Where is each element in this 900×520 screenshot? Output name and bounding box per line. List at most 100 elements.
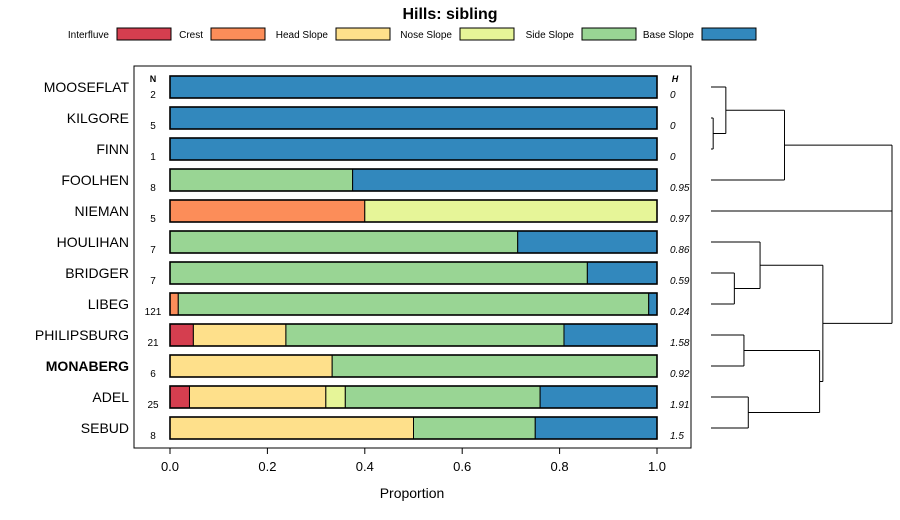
row-nieman: NIEMAN 5 0.97	[75, 199, 690, 225]
bar-segment-base-slope	[539, 385, 658, 409]
n-value: 21	[147, 338, 159, 349]
row-label: ADEL	[92, 389, 129, 405]
bar-segment-head-slope	[169, 354, 333, 378]
x-tick-label: 0.4	[356, 459, 374, 474]
row-label: NIEMAN	[75, 203, 129, 219]
legend-swatch-base-slope	[701, 27, 757, 41]
bar-segment-base-slope	[563, 323, 658, 347]
bar-segment-base-slope	[169, 106, 658, 130]
h-value: 0.95	[670, 183, 690, 194]
n-value: 5	[150, 214, 156, 225]
row-label: MONABERG	[46, 358, 129, 374]
bar-segment-base-slope	[586, 261, 658, 285]
bar-segment-base-slope	[648, 292, 658, 316]
h-column-header: H	[672, 74, 679, 84]
h-value: 0.24	[670, 307, 690, 318]
bar-outline	[169, 106, 658, 130]
legend-swatch-crest	[210, 27, 266, 41]
bar-segment-nose-slope	[325, 385, 346, 409]
bar-segment-head-slope	[169, 416, 414, 440]
bar-outline	[169, 168, 658, 192]
n-value: 121	[145, 307, 162, 318]
h-value: 1.91	[670, 400, 689, 411]
h-value: 0	[670, 152, 676, 163]
bar-segment-crest	[169, 292, 179, 316]
bar-segment-nose-slope	[364, 199, 658, 223]
bar-segment-side-slope	[177, 292, 650, 316]
legend-swatch-side-slope	[581, 27, 637, 41]
h-value: 0.92	[670, 369, 690, 380]
h-value: 0	[670, 121, 676, 132]
legend-label-crest: Crest	[179, 30, 203, 41]
row-adel: ADEL 25 1.91	[92, 385, 689, 411]
x-tick-label: 0.6	[453, 459, 471, 474]
h-value: 0.59	[670, 276, 690, 287]
row-houlihan: HOULIHAN 7 0.86	[57, 230, 690, 256]
h-value: 1.58	[670, 338, 690, 349]
dendrogram	[711, 86, 893, 429]
bar-outline	[169, 385, 658, 409]
bar-segment-base-slope	[352, 168, 658, 192]
legend: Interfluve Crest Head Slope Nose Slope Side …	[68, 27, 757, 41]
bar-segment-side-slope	[285, 323, 565, 347]
legend-swatch-head-slope	[335, 27, 391, 41]
legend-label-interfluve: Interfluve	[68, 30, 110, 41]
h-value: 0	[670, 90, 676, 101]
x-axis: 0.0 0.2 0.4 0.6 0.8 1.0	[161, 448, 666, 474]
bar-segment-interfluve	[169, 323, 194, 347]
plot-frame	[133, 65, 692, 449]
chart-title: Hills: sibling	[402, 6, 497, 23]
n-value: 2	[150, 90, 156, 101]
n-value: 25	[147, 400, 159, 411]
row-label: PHILIPSBURG	[35, 327, 129, 343]
bar-outline	[169, 75, 658, 99]
bar-outline	[169, 416, 658, 440]
row-philipsburg: PHILIPSBURG 21 1.58	[35, 323, 690, 349]
bar-segment-base-slope	[169, 137, 658, 161]
legend-label-nose-slope: Nose Slope	[400, 30, 452, 41]
h-value: 0.86	[670, 245, 690, 256]
legend-label-side-slope: Side Slope	[526, 30, 575, 41]
row-label: KILGORE	[67, 110, 129, 126]
n-value: 7	[150, 245, 156, 256]
n-value: 5	[150, 121, 156, 132]
bar-outline	[169, 230, 658, 254]
bar-segment-side-slope	[331, 354, 658, 378]
row-libeg: LIBEG 121 0.24	[88, 292, 690, 318]
row-mooseflat: MOOSEFLAT 2 0	[44, 75, 676, 101]
bar-outline	[169, 354, 658, 378]
bar-segment-base-slope	[534, 416, 658, 440]
bar-segment-side-slope	[169, 168, 354, 192]
bar-segment-base-slope	[169, 75, 658, 99]
bar-segment-head-slope	[192, 323, 287, 347]
bar-segment-head-slope	[188, 385, 327, 409]
bar-segment-side-slope	[169, 261, 588, 285]
n-value: 7	[150, 276, 156, 287]
row-bridger: BRIDGER 7 0.59	[65, 261, 690, 287]
legend-label-base-slope: Base Slope	[643, 30, 695, 41]
row-label: FOOLHEN	[61, 172, 129, 188]
n-column-header: N	[150, 74, 157, 84]
row-label: MOOSEFLAT	[44, 79, 130, 95]
h-value: 1.5	[670, 431, 684, 442]
bar-outline	[169, 199, 658, 223]
bar-outline	[169, 292, 658, 316]
n-value: 1	[150, 152, 156, 163]
bar-segment-crest	[169, 199, 366, 223]
legend-swatch-interfluve	[116, 27, 172, 41]
bar-segment-side-slope	[344, 385, 541, 409]
bar-segment-side-slope	[413, 416, 536, 440]
row-finn: FINN 1 0	[96, 137, 676, 163]
bar-outline	[169, 137, 658, 161]
bar-outline	[169, 261, 658, 285]
bar-segment-interfluve	[169, 385, 190, 409]
bar-segment-base-slope	[517, 230, 658, 254]
row-label: SEBUD	[81, 420, 129, 436]
legend-swatch-nose-slope	[459, 27, 515, 41]
row-label: HOULIHAN	[57, 234, 129, 250]
h-value: 0.97	[670, 214, 690, 225]
legend-label-head-slope: Head Slope	[276, 30, 329, 41]
x-tick-label: 0.0	[161, 459, 179, 474]
x-axis-label: Proportion	[380, 485, 445, 501]
row-foolhen: FOOLHEN 8 0.95	[61, 168, 690, 194]
